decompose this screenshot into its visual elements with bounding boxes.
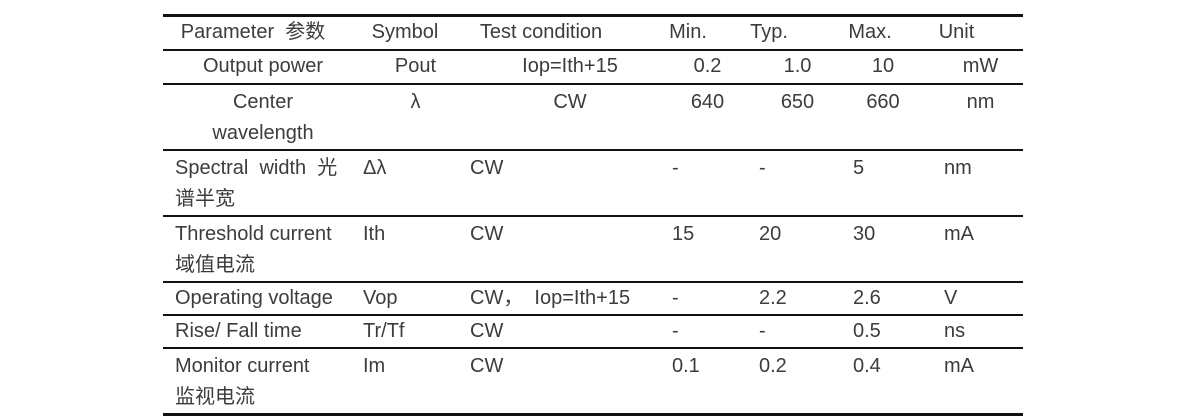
column-header-test-condition: Test condition	[479, 21, 603, 44]
cell-min: -	[672, 286, 679, 309]
cell-typ: 650	[780, 90, 815, 113]
cell-typ: 0.2	[759, 354, 787, 377]
column-header-unit: Unit	[938, 21, 975, 44]
cell-test-condition: CW， Iop=Ith+15	[470, 286, 631, 309]
cell-parameter: Output power	[202, 55, 324, 77]
cell-unit: V	[944, 286, 958, 309]
table-row: Operating voltage Vop CW， Iop=Ith+15 - 2.2 2.…	[163, 282, 1023, 315]
cell-test-condition: CW	[553, 90, 587, 113]
cell-parameter: Rise/ Fall time	[175, 319, 302, 342]
cell-typ: 20	[759, 222, 782, 245]
cell-min: 640	[690, 90, 725, 113]
cell-unit: mA	[944, 354, 974, 377]
cell-symbol: λ	[410, 90, 421, 113]
cell-max: 0.4	[853, 354, 881, 377]
cell-symbol: Δλ	[363, 156, 387, 179]
cell-max: 5	[853, 156, 865, 179]
cell-min: 15	[672, 222, 695, 245]
cell-symbol: Im	[363, 354, 386, 377]
cell-min: -	[672, 156, 679, 179]
cell-unit: nm	[966, 90, 995, 113]
cell-min: 0.1	[672, 354, 700, 377]
table-body: Output power Pout Iop=Ith+15 0.2 1.0 10 mW Cent…	[163, 50, 1023, 414]
cell-test-condition: CW	[470, 156, 504, 179]
cell-test-condition: CW	[470, 354, 504, 377]
cell-max: 660	[866, 90, 900, 113]
cell-unit: mA	[944, 222, 974, 245]
cell-parameter: Spectral width 光 谱半宽	[175, 156, 338, 210]
cell-typ: 1.0	[783, 55, 812, 77]
cell-test-condition: CW	[470, 222, 504, 245]
cell-unit: mW	[962, 55, 999, 77]
table-row: Rise/ Fall time Tr/Tf CW - - 0.5 ns	[163, 315, 1023, 348]
cell-max: 2.6	[853, 286, 881, 309]
laser-diode-spec-table: Parameter 参数 Symbol Test condition Min. …	[163, 14, 1023, 416]
cell-test-condition: Iop=Ith+15	[522, 55, 618, 77]
cell-symbol: Ith	[363, 222, 386, 245]
cell-typ: -	[759, 319, 766, 342]
table-row: Threshold current 域值电流 Ith CW 15 20 30 mA	[163, 216, 1023, 282]
column-header-symbol: Symbol	[371, 21, 439, 44]
cell-symbol: Pout	[394, 55, 437, 77]
column-header-min: Min.	[669, 21, 707, 44]
cell-max: 10	[871, 55, 895, 77]
table-row: Monitor current 监视电流 Im CW 0.1 0.2 0.4 mA	[163, 348, 1023, 414]
cell-parameter: Operating voltage	[175, 286, 333, 309]
cell-max: 0.5	[853, 319, 881, 342]
cell-symbol: Tr/Tf	[363, 319, 405, 342]
column-header-max: Max.	[848, 21, 892, 44]
cell-parameter: Monitor current 监视电流	[175, 354, 310, 408]
cell-typ: 2.2	[759, 286, 787, 309]
cell-test-condition: CW	[470, 319, 504, 342]
table-row: Output power Pout Iop=Ith+15 0.2 1.0 10 mW	[163, 50, 1023, 84]
table-header-row: Parameter 参数 Symbol Test condition Min. …	[163, 16, 1023, 50]
table-row: Spectral width 光 谱半宽 Δλ CW - - 5 nm	[163, 150, 1023, 216]
column-header-typ: Typ.	[750, 21, 788, 44]
cell-parameter: Threshold current 域值电流	[175, 222, 332, 276]
cell-parameter: Center wavelength	[212, 90, 314, 144]
cell-symbol: Vop	[363, 286, 398, 309]
cell-min: -	[672, 319, 679, 342]
cell-min: 0.2	[693, 55, 722, 77]
table-row: Center wavelength λ CW 640 650 660 nm	[163, 84, 1023, 150]
column-header-parameter: Parameter 参数	[180, 21, 326, 44]
cell-unit: ns	[944, 319, 966, 342]
cell-max: 30	[853, 222, 876, 245]
spec-table-container: Parameter 参数 Symbol Test condition Min. …	[163, 14, 1023, 416]
cell-unit: nm	[944, 156, 972, 179]
cell-typ: -	[759, 156, 766, 179]
